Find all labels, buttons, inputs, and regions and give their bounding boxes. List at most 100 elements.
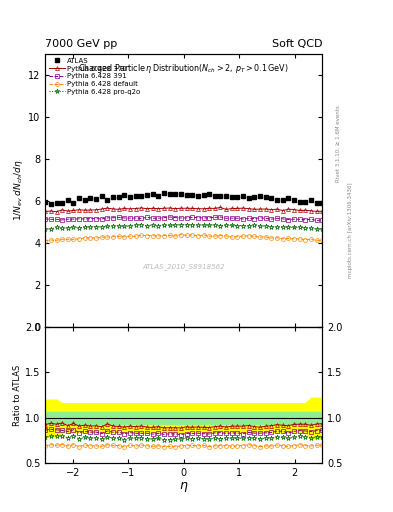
ATLAS <box>60 200 64 206</box>
Pythia 6.428 pro-q2o <box>195 222 200 228</box>
Line: Pythia 6.428 370: Pythia 6.428 370 <box>43 205 324 214</box>
Pythia 6.428 pro-q2o <box>303 225 308 231</box>
Pythia 6.428 391 <box>156 215 161 221</box>
Pythia 6.428 391 <box>43 216 48 222</box>
Pythia 6.428 pro-q2o <box>150 222 155 228</box>
Line: Pythia 6.428 pro-q2o: Pythia 6.428 pro-q2o <box>43 222 325 232</box>
ATLAS <box>83 197 87 203</box>
ATLAS <box>235 194 240 200</box>
Pythia 6.428 default <box>280 236 285 242</box>
Pythia 6.428 pro-q2o <box>139 222 144 228</box>
ATLAS <box>195 193 200 199</box>
ATLAS <box>224 193 228 199</box>
Pythia 6.428 pro-q2o <box>105 223 110 229</box>
Pythia 6.428 default <box>303 237 308 243</box>
Pythia 6.428 370 <box>184 205 189 211</box>
Pythia 6.428 default <box>286 236 291 242</box>
ATLAS <box>173 191 178 197</box>
Pythia 6.428 default <box>105 234 110 240</box>
Pythia 6.428 370 <box>133 205 138 211</box>
Text: Rivet 3.1.10, ≥ 1.6M events: Rivet 3.1.10, ≥ 1.6M events <box>336 105 341 182</box>
ATLAS <box>309 197 313 203</box>
ATLAS <box>43 199 48 205</box>
Pythia 6.428 370 <box>128 206 132 212</box>
Pythia 6.428 370 <box>252 206 257 212</box>
Pythia 6.428 pro-q2o <box>145 223 149 229</box>
Pythia 6.428 391 <box>94 216 98 222</box>
Pythia 6.428 391 <box>128 215 132 221</box>
Pythia 6.428 pro-q2o <box>43 226 48 232</box>
ATLAS <box>48 201 53 207</box>
Pythia 6.428 370 <box>105 205 110 211</box>
Y-axis label: $1/N_{ev}\;dN_{ch}/d\eta$: $1/N_{ev}\;dN_{ch}/d\eta$ <box>12 159 25 221</box>
Pythia 6.428 pro-q2o <box>173 222 178 228</box>
Pythia 6.428 default <box>235 233 240 240</box>
Pythia 6.428 default <box>320 237 325 243</box>
Pythia 6.428 pro-q2o <box>309 225 313 231</box>
Pythia 6.428 391 <box>122 215 127 221</box>
Pythia 6.428 391 <box>167 214 172 220</box>
Pythia 6.428 pro-q2o <box>111 223 116 229</box>
Pythia 6.428 default <box>60 236 64 242</box>
ATLAS <box>156 193 161 199</box>
Pythia 6.428 370 <box>111 206 116 212</box>
ATLAS <box>139 193 144 199</box>
Pythia 6.428 pro-q2o <box>94 224 98 230</box>
ATLAS <box>162 190 166 197</box>
Pythia 6.428 pro-q2o <box>167 222 172 228</box>
Pythia 6.428 pro-q2o <box>116 223 121 229</box>
Pythia 6.428 default <box>297 236 302 242</box>
Pythia 6.428 pro-q2o <box>71 224 76 230</box>
ATLAS <box>275 197 279 203</box>
ATLAS <box>99 193 104 199</box>
ATLAS <box>230 194 234 200</box>
Pythia 6.428 391 <box>66 216 70 222</box>
Pythia 6.428 default <box>314 237 319 243</box>
ATLAS <box>66 197 70 203</box>
Pythia 6.428 391 <box>195 215 200 221</box>
Pythia 6.428 pro-q2o <box>201 222 206 228</box>
Pythia 6.428 default <box>230 234 234 240</box>
ATLAS <box>105 197 110 203</box>
ATLAS <box>218 193 223 199</box>
Pythia 6.428 391 <box>275 215 279 221</box>
Pythia 6.428 391 <box>48 216 53 222</box>
Pythia 6.428 370 <box>116 206 121 212</box>
Pythia 6.428 391 <box>320 217 325 223</box>
Pythia 6.428 370 <box>297 207 302 214</box>
Pythia 6.428 default <box>178 231 183 238</box>
Pythia 6.428 370 <box>71 207 76 214</box>
Pythia 6.428 391 <box>111 215 116 221</box>
Pythia 6.428 391 <box>297 216 302 222</box>
Pythia 6.428 370 <box>258 206 263 212</box>
Pythia 6.428 default <box>195 233 200 239</box>
ATLAS <box>178 190 183 197</box>
Pythia 6.428 391 <box>258 215 263 221</box>
Pythia 6.428 391 <box>269 216 274 222</box>
Pythia 6.428 default <box>66 236 70 242</box>
Pythia 6.428 391 <box>139 216 144 222</box>
Pythia 6.428 default <box>116 233 121 240</box>
ATLAS <box>88 196 93 202</box>
Pythia 6.428 370 <box>178 205 183 211</box>
Pythia 6.428 pro-q2o <box>184 222 189 228</box>
Pythia 6.428 default <box>241 233 246 239</box>
Pythia 6.428 370 <box>275 206 279 212</box>
Pythia 6.428 pro-q2o <box>88 224 93 230</box>
Pythia 6.428 pro-q2o <box>83 224 87 230</box>
Text: Soft QCD: Soft QCD <box>272 38 322 49</box>
Line: Pythia 6.428 391: Pythia 6.428 391 <box>43 215 324 222</box>
ATLAS <box>77 195 81 201</box>
Text: ATLAS_2010_S8918562: ATLAS_2010_S8918562 <box>142 263 225 270</box>
Pythia 6.428 370 <box>48 208 53 214</box>
Pythia 6.428 default <box>292 236 296 242</box>
Pythia 6.428 391 <box>133 215 138 221</box>
Pythia 6.428 370 <box>150 205 155 211</box>
ATLAS <box>184 192 189 198</box>
Pythia 6.428 391 <box>207 215 211 221</box>
Pythia 6.428 370 <box>201 206 206 212</box>
Pythia 6.428 pro-q2o <box>60 225 64 231</box>
Pythia 6.428 default <box>246 232 251 239</box>
Pythia 6.428 pro-q2o <box>280 224 285 230</box>
Pythia 6.428 391 <box>252 216 257 222</box>
